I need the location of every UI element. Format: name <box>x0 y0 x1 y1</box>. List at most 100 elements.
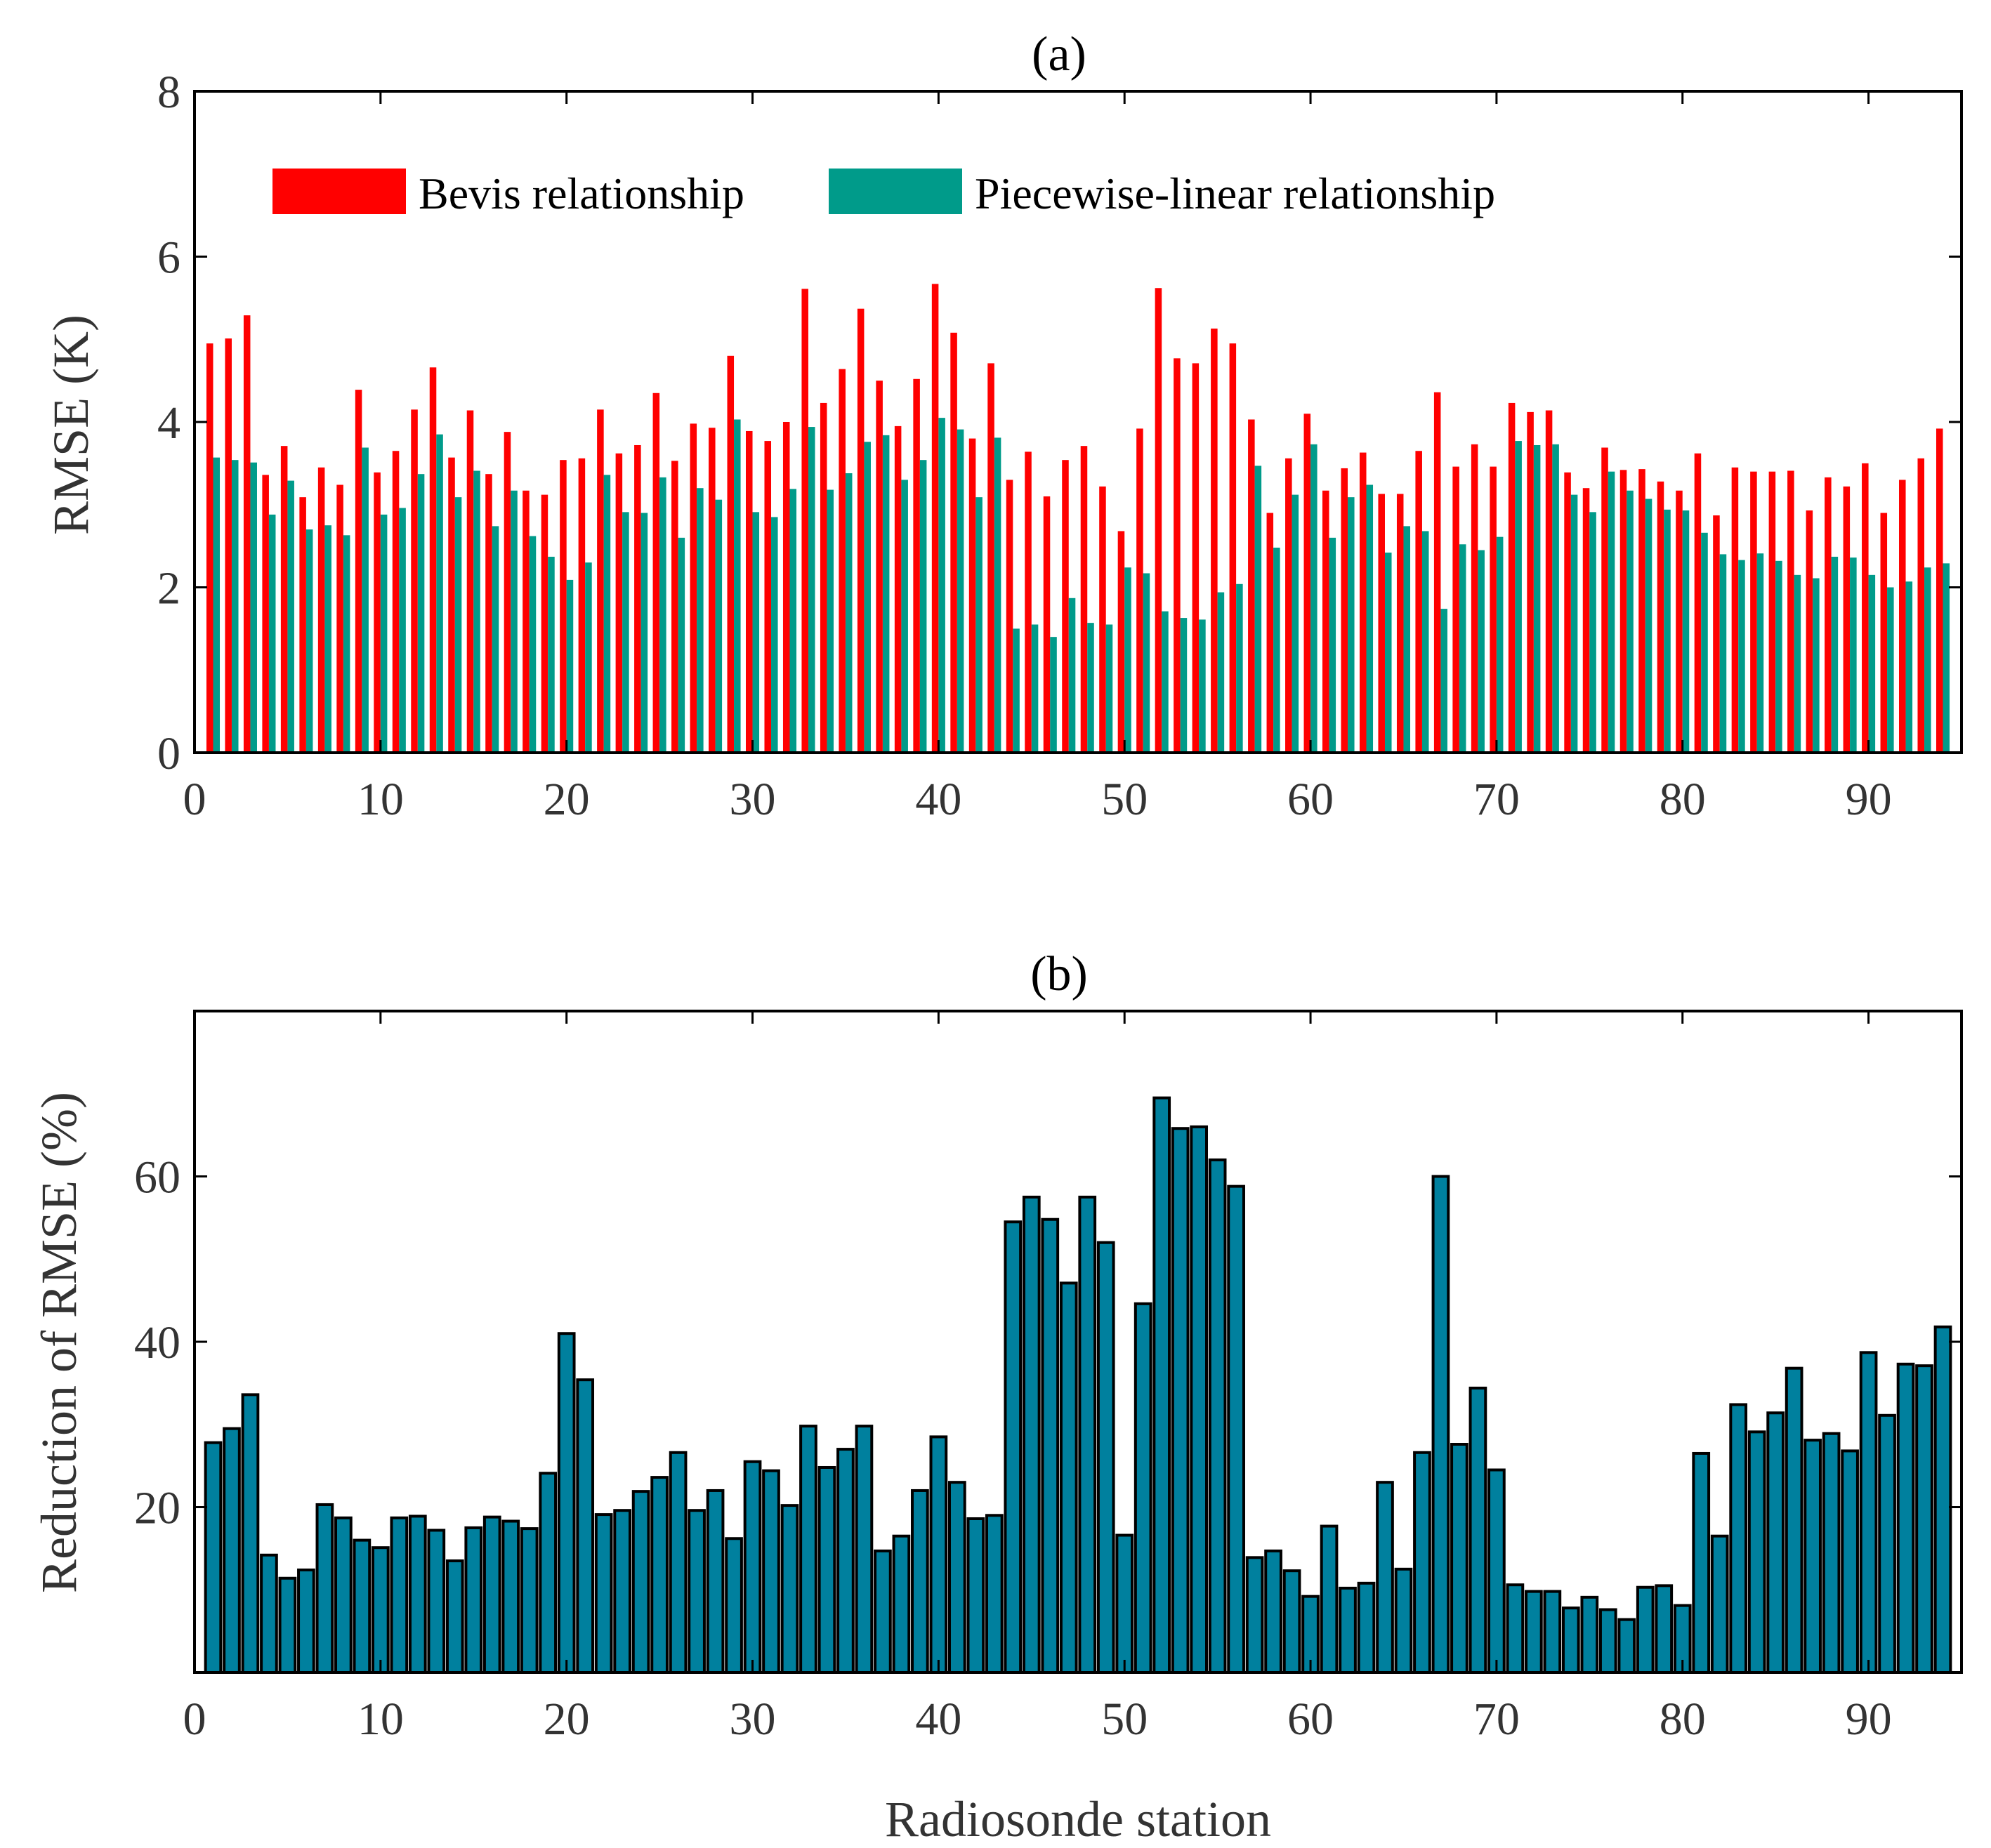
bar-piecewise <box>436 434 443 753</box>
bar-reduction <box>260 1553 278 1674</box>
bar-piecewise <box>1645 499 1652 753</box>
bar-bevis <box>1174 358 1181 753</box>
bar-bevis <box>1433 392 1441 753</box>
bar-reduction <box>1282 1569 1301 1674</box>
bar-bevis <box>1601 447 1608 753</box>
bar-reduction <box>241 1393 260 1674</box>
bar-reduction <box>427 1529 446 1674</box>
bar-reduction <box>334 1516 353 1675</box>
bar-reduction <box>1766 1411 1785 1674</box>
bar-bevis <box>876 381 883 753</box>
bar-piecewise <box>1273 547 1280 753</box>
bar-reduction <box>594 1513 613 1674</box>
bar-piecewise <box>1533 444 1541 753</box>
bar-bevis <box>1452 466 1459 753</box>
bar-reduction <box>966 1517 985 1675</box>
bar-reduction <box>1245 1556 1264 1674</box>
bar-piecewise <box>1459 544 1466 753</box>
bar-bevis <box>1192 363 1200 753</box>
panel-b-title: (b) <box>1030 947 1088 1001</box>
x-tick-label: 80 <box>1660 1694 1706 1745</box>
bar-reduction <box>1896 1362 1915 1674</box>
bar-bevis <box>782 422 790 753</box>
bar-reduction <box>297 1568 315 1674</box>
bar-bevis <box>374 472 381 753</box>
bar-bevis <box>317 467 325 753</box>
bar-piecewise <box>1868 574 1876 753</box>
bar-reduction <box>1525 1590 1543 1674</box>
bar-bevis <box>745 430 753 753</box>
bar-reduction <box>1152 1096 1171 1674</box>
bar-reduction <box>1803 1439 1822 1675</box>
bar-piecewise <box>380 514 388 753</box>
bar-piecewise <box>1775 560 1782 753</box>
bar-bevis <box>1006 480 1013 753</box>
bar-piecewise <box>492 526 499 753</box>
bar-bevis <box>541 494 548 753</box>
bar-reduction <box>1636 1585 1655 1675</box>
bar-bevis <box>1731 467 1739 753</box>
x-tick-label: 70 <box>1473 1694 1520 1745</box>
bar-bevis <box>690 423 697 753</box>
x-tick-label: 10 <box>357 774 404 825</box>
bar-reduction <box>539 1472 558 1674</box>
bar-reduction <box>1729 1403 1748 1674</box>
bar-bevis <box>1136 428 1143 753</box>
x-tick-label: 50 <box>1101 774 1148 825</box>
bar-bevis <box>578 458 586 753</box>
bar-bevis <box>615 453 623 753</box>
bar-piecewise <box>1552 444 1559 753</box>
bar-reduction <box>613 1509 631 1674</box>
bar-bevis <box>727 355 735 753</box>
bar-bevis <box>1266 513 1274 753</box>
bar-piecewise <box>1348 497 1355 753</box>
bar-piecewise <box>678 537 685 753</box>
bar-reduction <box>1134 1302 1152 1674</box>
bar-piecewise <box>901 480 908 753</box>
bar-reduction <box>576 1378 595 1675</box>
bar-piecewise <box>548 556 555 753</box>
bar-reduction <box>1915 1364 1933 1674</box>
bar-bevis <box>950 332 957 753</box>
bar-piecewise <box>1384 553 1392 753</box>
bar-bevis <box>1359 452 1367 753</box>
x-tick-label: 90 <box>1846 1694 1892 1745</box>
bar-reduction <box>1468 1386 1487 1674</box>
panel-b-reduction: (b) Reduction of RMSE (%) 0 10 20 30 40 50 60 7… <box>31 947 1963 1847</box>
bar-piecewise <box>1924 567 1931 753</box>
x-tick-label: 60 <box>1287 774 1334 825</box>
bar-bevis <box>1676 490 1683 753</box>
bar-bevis <box>1285 458 1292 753</box>
bar-piecewise <box>1087 623 1094 753</box>
bar-bevis <box>1527 411 1534 753</box>
y-tick-label: 60 <box>134 1152 180 1203</box>
x-tick-label: 30 <box>730 1694 776 1745</box>
bar-piecewise <box>1292 494 1299 753</box>
panel-b-bars <box>204 1096 1952 1675</box>
y-tick-label: 8 <box>157 67 180 118</box>
bar-bevis <box>225 338 232 753</box>
bar-bevis <box>392 451 400 753</box>
bar-bevis <box>1564 472 1571 753</box>
bar-bevis <box>1099 486 1106 753</box>
bar-bevis <box>1378 494 1385 753</box>
bar-reduction <box>1115 1533 1134 1674</box>
x-tick-label: 40 <box>915 774 961 825</box>
bar-bevis <box>1545 410 1553 753</box>
bar-piecewise <box>1738 560 1745 753</box>
bar-bevis <box>1843 486 1851 753</box>
bar-bevis <box>839 369 846 753</box>
bar-bevis <box>820 402 827 753</box>
bar-reduction <box>371 1546 390 1675</box>
bar-reduction <box>1933 1325 1952 1675</box>
bar-bevis <box>1619 470 1627 753</box>
bar-piecewise <box>1031 624 1039 753</box>
bar-piecewise <box>640 513 648 753</box>
bar-reduction <box>557 1332 576 1674</box>
bar-bevis <box>652 392 660 753</box>
bar-piecewise <box>938 418 945 753</box>
legend-label-piecewise: Piecewise-linear relationship <box>975 169 1495 218</box>
bar-reduction <box>1171 1127 1190 1674</box>
bar-piecewise <box>231 460 239 753</box>
